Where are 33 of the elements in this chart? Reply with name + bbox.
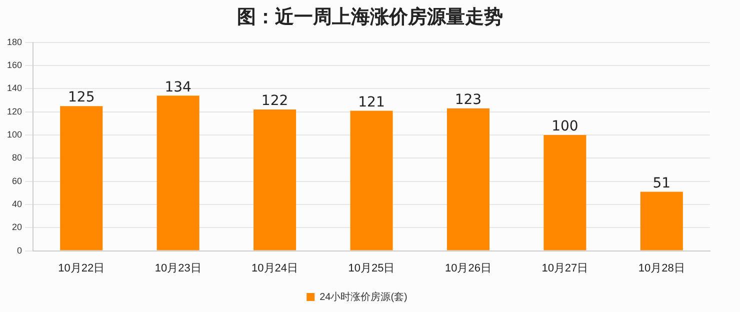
- y-tick-label: 20: [12, 222, 22, 232]
- y-tick-label: 140: [6, 83, 22, 94]
- y-tick-label: 180: [6, 36, 22, 47]
- data-label: 122: [261, 93, 288, 110]
- y-tick-label: 40: [12, 198, 22, 209]
- bar: [544, 135, 586, 250]
- bar: [254, 110, 296, 250]
- x-tick-label: 10月23日: [154, 262, 202, 274]
- x-tick-label: 10月22日: [58, 262, 105, 274]
- y-tick-label: 120: [6, 106, 22, 116]
- y-tick-label: 160: [6, 60, 22, 70]
- y-tick-label: 80: [12, 152, 22, 163]
- x-tick-label: 10月26日: [444, 262, 492, 274]
- data-label: 123: [454, 92, 482, 108]
- bar: [156, 96, 200, 250]
- data-label: 51: [652, 175, 671, 192]
- bar: [640, 192, 683, 250]
- chart-title: 图：近一周上海涨价房源量走势: [236, 5, 504, 30]
- y-tick-label: 0: [17, 245, 22, 256]
- bar: [60, 106, 103, 250]
- bar: [350, 110, 393, 250]
- data-label: 121: [358, 94, 385, 110]
- x-tick-label: 10月28日: [638, 262, 685, 274]
- data-label: 125: [68, 90, 95, 106]
- y-tick-label: 60: [12, 176, 22, 186]
- x-tick-label: 10月27日: [542, 262, 588, 274]
- y-tick-label: 100: [6, 130, 22, 140]
- data-label: 100: [552, 118, 578, 135]
- legend-label: 24小时涨价房源(套): [320, 290, 408, 303]
- data-label: 134: [164, 79, 192, 96]
- x-tick-label: 10月25日: [348, 262, 395, 274]
- x-tick-label: 10月24日: [252, 262, 298, 274]
- bar: [446, 108, 490, 250]
